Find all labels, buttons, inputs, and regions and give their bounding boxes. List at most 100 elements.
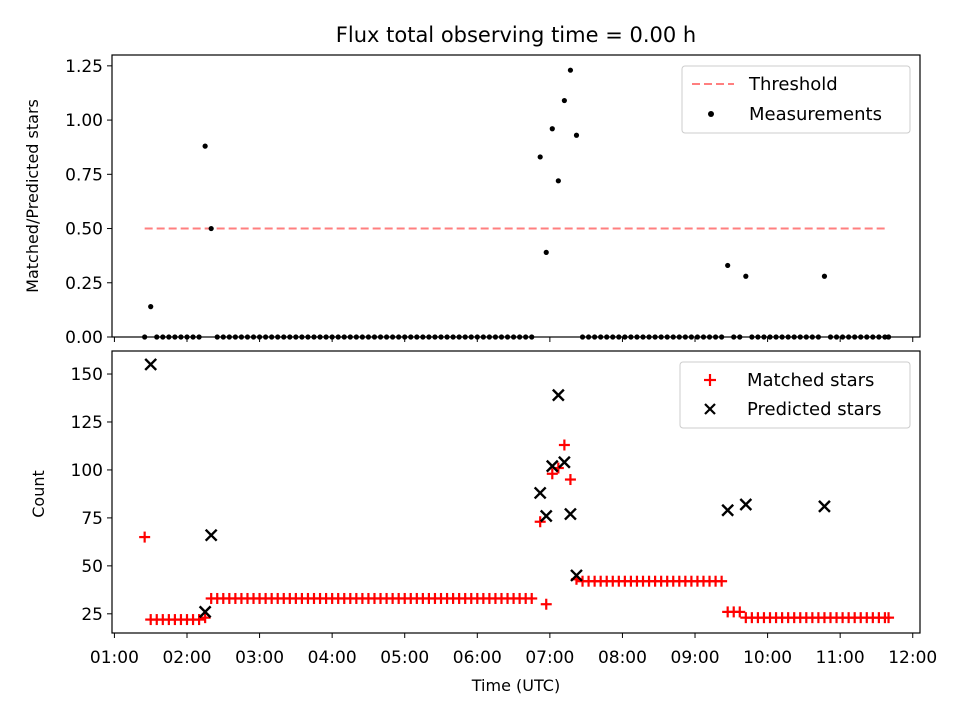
measurements-legend-label: Measurements [749, 104, 882, 125]
top-y-axis-label: Matched/Predicted stars [23, 99, 42, 293]
measurement-point [317, 334, 323, 340]
measurement-point [646, 334, 652, 340]
bottom-plot-frame [111, 350, 921, 634]
measurement-point [858, 334, 864, 340]
matched-point [534, 516, 546, 528]
x-tick-label: 05:00 [380, 648, 429, 668]
measurement-point [353, 334, 359, 340]
x-tick-label: 04:00 [308, 648, 357, 668]
measurement-point [658, 334, 664, 340]
measurement-point [537, 154, 543, 160]
measurement-point [725, 262, 731, 269]
measurement-point [293, 334, 299, 340]
measurement-point [148, 304, 154, 310]
measurement-point [510, 334, 517, 340]
measurement-point [604, 334, 610, 340]
measurement-point [779, 334, 785, 340]
measurement-point [287, 334, 293, 340]
measurement-point [281, 334, 287, 340]
top-y-tick-label: 0.00 [65, 328, 103, 348]
predicted-points [144, 358, 831, 619]
measurement-point [719, 334, 725, 340]
bottom-y-axis-label: Count [29, 470, 48, 518]
bottom-y-tick-label: 150 [71, 365, 103, 385]
matched-point [734, 606, 746, 618]
predicted-point [204, 528, 218, 542]
measurement-point [142, 334, 148, 340]
predicted-point [198, 605, 212, 619]
measurement-point [190, 334, 196, 340]
measurement-point [821, 273, 828, 279]
measurement-point [761, 334, 767, 340]
top-panel: 0.00 0.25 0.50 0.75 1.00 1.25 Matched/Predict… [23, 54, 921, 348]
matched-point [193, 614, 205, 626]
measurement-point [208, 225, 214, 232]
measurement-point [543, 249, 549, 255]
x-tick-label: 01:00 [90, 648, 139, 668]
top-y-tick-label: 0.25 [65, 274, 103, 294]
measurement-point [462, 334, 468, 340]
predicted-legend-swatch [704, 403, 716, 415]
measurement-point [383, 334, 390, 340]
measurement-point [785, 334, 791, 340]
x-tick-label: 12:00 [888, 648, 937, 668]
measurement-point [815, 334, 821, 340]
measurement-point [160, 334, 166, 340]
top-legend-box [681, 65, 911, 134]
threshold-legend-label: Threshold [748, 74, 838, 95]
measurement-point [773, 334, 779, 340]
measurement-point [688, 334, 694, 340]
bottom-panel: 25 50 75 100 125 150 01:00 02:00 03:00 04:00 05:0… [29, 350, 937, 695]
measurement-point [347, 334, 353, 340]
measurement-point [432, 334, 438, 340]
measurement-point [567, 67, 574, 73]
measurement-point [791, 334, 797, 340]
measurement-point [299, 334, 305, 340]
measurement-point [420, 334, 426, 340]
bottom-y-tick-label: 75 [81, 509, 103, 529]
measurement-point [256, 334, 263, 340]
predicted-point [533, 486, 547, 500]
measurement-point [214, 334, 220, 340]
measurement-point [498, 334, 505, 340]
measurement-point [486, 334, 492, 340]
measurement-point [450, 334, 456, 340]
matched-point [546, 468, 558, 480]
bottom-legend: Matched stars Predicted stars [679, 361, 911, 429]
x-tick-label: 02:00 [162, 648, 211, 668]
matched-point [540, 598, 552, 610]
x-tick-label: 06:00 [453, 648, 502, 668]
measurement-point [323, 334, 329, 340]
predicted-point [721, 503, 735, 517]
measurements-legend-swatch [708, 111, 714, 117]
predicted-point [558, 455, 571, 469]
measurement-point [371, 334, 378, 340]
measurement-point [263, 334, 269, 340]
predicted-legend-label: Predicted stars [747, 399, 881, 420]
measurement-point [166, 334, 172, 340]
bottom-y-axis: 25 50 75 100 125 150 [71, 365, 112, 625]
measurement-point [549, 126, 555, 132]
matched-point [564, 474, 576, 486]
measurement-point [664, 334, 670, 340]
x-tick-label: 11:00 [816, 648, 865, 668]
measurement-point [592, 334, 598, 340]
matched-legend-label: Matched stars [747, 370, 874, 391]
measurement-point [377, 334, 384, 340]
measurement-point [341, 334, 347, 340]
measurement-point [743, 273, 749, 279]
measurement-point [700, 334, 707, 340]
measurement-point [178, 334, 184, 340]
measurement-point [468, 334, 474, 340]
measurement-point [390, 334, 396, 340]
measurement-point [585, 334, 592, 340]
measurement-point [561, 97, 567, 104]
bottom-y-tick-label: 125 [71, 413, 103, 433]
measurement-point [305, 334, 311, 340]
measurement-point [616, 334, 622, 340]
measurement-point [269, 334, 275, 340]
predicted-point [144, 358, 158, 371]
top-y-tick-label: 0.50 [65, 220, 103, 240]
x-axis-label: Time (UTC) [471, 676, 560, 695]
predicted-point [551, 388, 565, 402]
